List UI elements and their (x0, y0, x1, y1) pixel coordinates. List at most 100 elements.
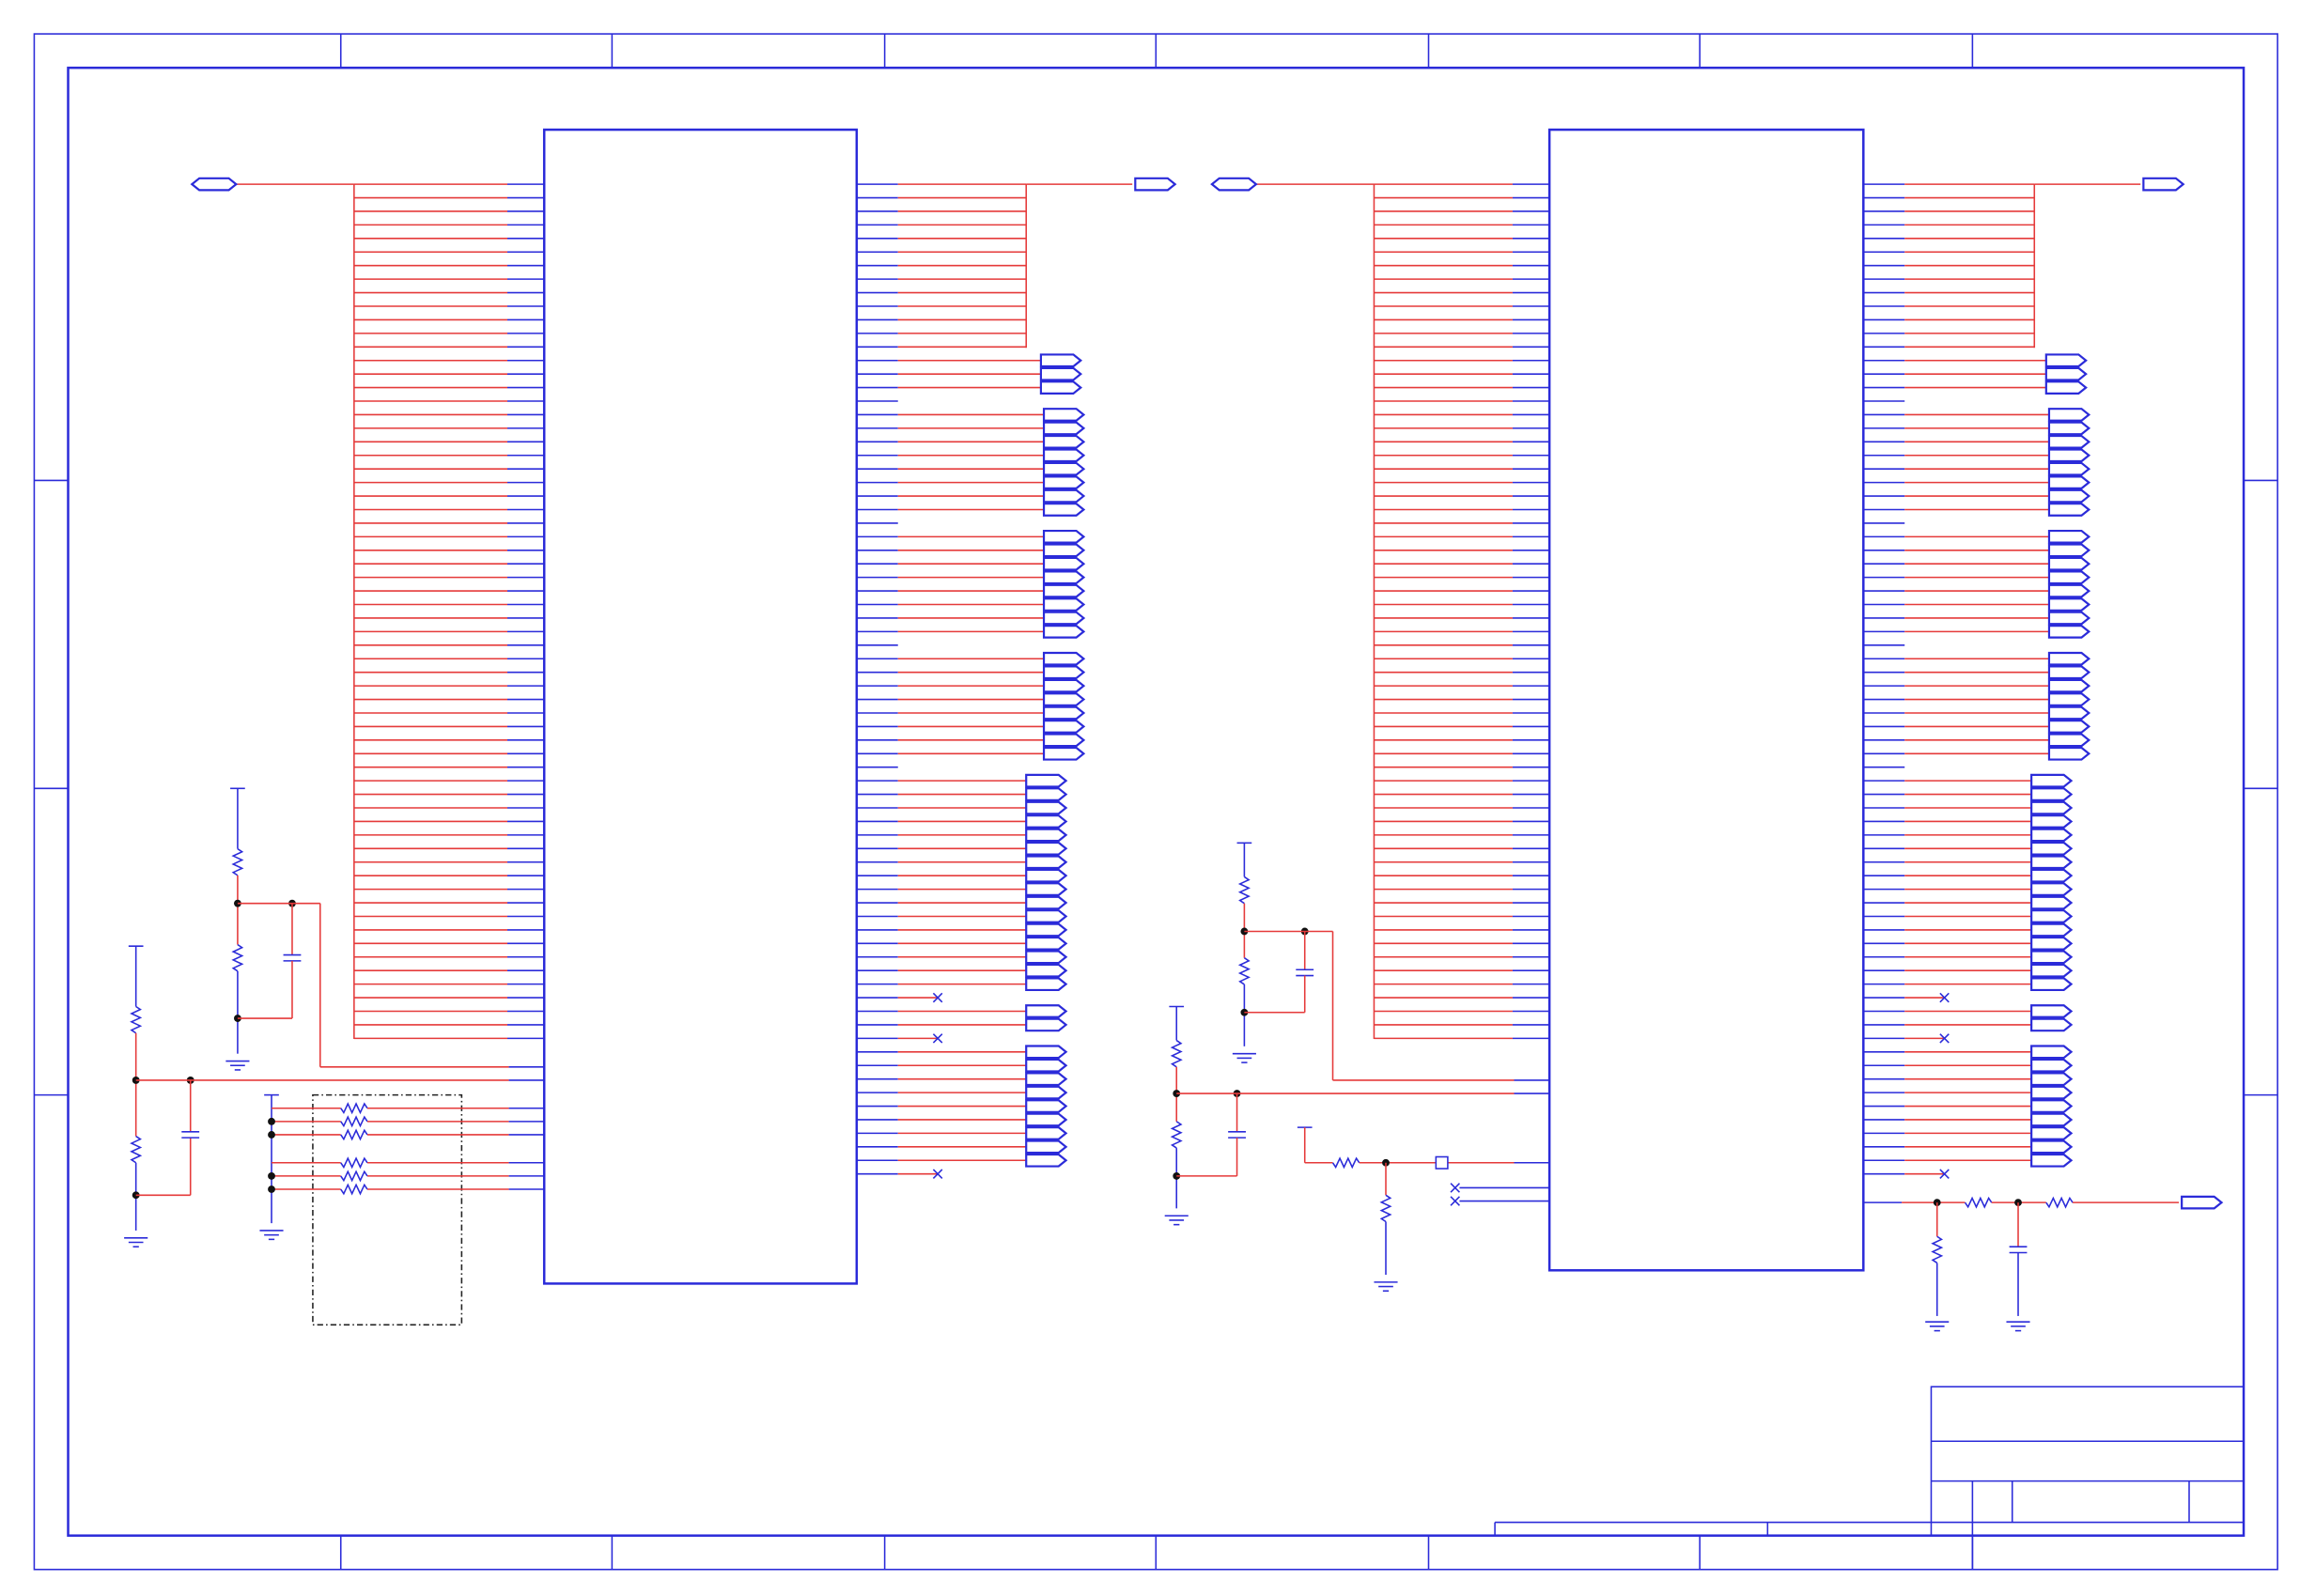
no-connect (1939, 992, 1950, 1003)
port (1042, 543, 1086, 558)
port (2047, 556, 2091, 571)
port (2047, 583, 2091, 598)
port (1042, 529, 1086, 544)
port (1025, 1099, 1068, 1113)
port (1025, 1139, 1068, 1154)
resistor (130, 1135, 143, 1164)
port (2047, 733, 2091, 748)
port (2030, 1085, 2074, 1100)
title-block-frame (1930, 1386, 2245, 1537)
dashed-box (312, 1093, 463, 1326)
chip-2 (1547, 128, 1865, 1272)
no-connect (1450, 1196, 1461, 1206)
port (2047, 570, 2091, 585)
port (2047, 692, 2091, 706)
resistor (231, 847, 244, 876)
port (2047, 665, 2091, 680)
port (2044, 353, 2088, 368)
port (1042, 434, 1086, 449)
port (1025, 855, 1068, 870)
port (2030, 1004, 2074, 1018)
resistor (340, 1156, 368, 1170)
port (2047, 503, 2091, 517)
port (2044, 366, 2088, 381)
port (2030, 1017, 2074, 1032)
port (2030, 814, 2074, 829)
resistor (1379, 1194, 1392, 1223)
port (2047, 651, 2091, 666)
port (2030, 977, 2074, 992)
port (1025, 977, 1068, 992)
port (2030, 841, 2074, 856)
port (1025, 950, 1068, 965)
chip-1 (542, 128, 859, 1285)
port (2030, 828, 2074, 843)
port (2030, 1112, 2074, 1127)
port (2047, 434, 2091, 449)
port (2030, 855, 2074, 870)
port (2047, 678, 2091, 693)
port (2030, 1139, 2074, 1154)
port (1042, 556, 1086, 571)
resistor (231, 943, 244, 972)
no-connect (932, 1033, 943, 1044)
port (1039, 353, 1083, 368)
port (1042, 461, 1086, 476)
port (190, 177, 239, 192)
port (1042, 583, 1086, 598)
port (2030, 1045, 2074, 1060)
resistor (340, 1170, 368, 1183)
port (2047, 421, 2091, 436)
port (2047, 448, 2091, 463)
no-connect (932, 992, 943, 1003)
port (1042, 692, 1086, 706)
port (2047, 488, 2091, 504)
port (2181, 1195, 2224, 1210)
resistor (340, 1115, 368, 1128)
no-connect (1450, 1183, 1461, 1193)
port (1025, 1126, 1068, 1140)
resistor (340, 1128, 368, 1141)
port (1025, 922, 1068, 937)
port (1042, 421, 1086, 436)
port (2047, 625, 2091, 639)
resistor (1170, 1039, 1183, 1068)
junction (268, 1185, 275, 1193)
port (2030, 950, 2074, 965)
port (1042, 678, 1086, 693)
resistor (1331, 1156, 1360, 1170)
port (1025, 895, 1068, 910)
port (2030, 909, 2074, 923)
port (2030, 868, 2074, 883)
port (1042, 570, 1086, 585)
port (1025, 1017, 1068, 1032)
port (1025, 909, 1068, 923)
port (1042, 597, 1086, 612)
port (2030, 1126, 2074, 1140)
port (1025, 1153, 1068, 1168)
resistor (1964, 1196, 1993, 1209)
port (2142, 177, 2185, 192)
port (1025, 814, 1068, 829)
port (2047, 597, 2091, 612)
port (1025, 841, 1068, 856)
port (1025, 787, 1068, 801)
port (2047, 408, 2091, 422)
port (1042, 448, 1086, 463)
port (1025, 936, 1068, 951)
junction (268, 1171, 275, 1180)
resistor (1237, 957, 1251, 985)
port (2030, 1058, 2074, 1073)
title-block (1494, 1386, 2245, 1570)
port (2047, 611, 2091, 626)
port (2030, 1072, 2074, 1087)
resistor (340, 1102, 368, 1115)
port (1042, 705, 1086, 721)
port (1025, 963, 1068, 978)
port (1042, 408, 1086, 422)
port (2030, 963, 2074, 978)
outer-frame (33, 33, 2278, 1571)
port (1025, 1058, 1068, 1073)
port (1025, 1112, 1068, 1127)
